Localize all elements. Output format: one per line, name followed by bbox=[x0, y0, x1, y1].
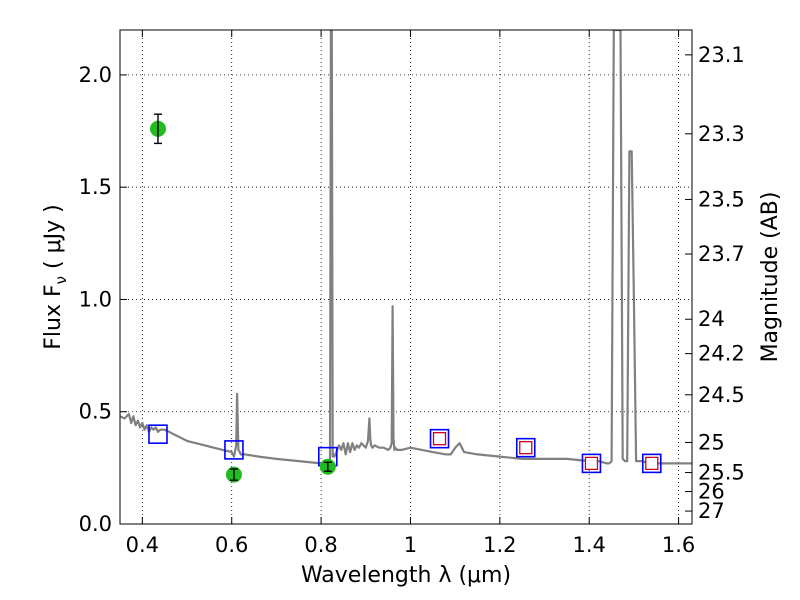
y-tick-label: 1.5 bbox=[79, 175, 112, 199]
x-tick-label: 0.4 bbox=[126, 533, 159, 557]
magnitude-tick-label: 23.7 bbox=[698, 242, 745, 266]
magnitude-tick-label: 26 bbox=[698, 480, 725, 504]
x-tick-label: 1.4 bbox=[573, 533, 606, 557]
magnitude-tick-label: 24 bbox=[698, 307, 725, 331]
model-point-inner bbox=[584, 456, 599, 471]
grid bbox=[120, 30, 692, 524]
magnitude-tick-label: 25 bbox=[698, 430, 725, 454]
y-tick-label: 0.5 bbox=[79, 400, 112, 424]
model-photometry-point bbox=[641, 453, 662, 474]
magnitude-tick-label: 25.5 bbox=[698, 461, 745, 485]
magnitude-tick-label: 24.5 bbox=[698, 383, 745, 407]
x-tick-label: 0.8 bbox=[304, 533, 337, 557]
x-tick-label: 0.6 bbox=[215, 533, 248, 557]
y-tick-label: 2.0 bbox=[79, 63, 112, 87]
model-photometry-point bbox=[429, 428, 450, 449]
y-tick-label: 0.0 bbox=[79, 512, 112, 536]
model-point-inner bbox=[432, 432, 447, 446]
magnitude-tick-label: 23.1 bbox=[698, 43, 745, 67]
x-axis: 0.4 0.6 0.8 1 1.2 1.4 1.6 bbox=[126, 30, 695, 557]
model-photometry-point bbox=[224, 440, 244, 460]
model-photometry-point bbox=[515, 437, 536, 458]
model-photometry-point bbox=[148, 424, 168, 444]
magnitude-axis-label: Magnitude (AB) bbox=[758, 192, 783, 363]
magnitude-tick-label: 27 bbox=[698, 499, 725, 523]
y-axis-label-subscript: ν bbox=[52, 276, 70, 284]
plot-frame bbox=[119, 29, 693, 525]
x-axis-label: Wavelength λ (μm) bbox=[301, 563, 511, 588]
y-axis-label: Flux Fν ( μJy ) bbox=[41, 204, 70, 349]
plot-area bbox=[120, 30, 692, 483]
magnitude-tick-label: 23.3 bbox=[698, 122, 745, 146]
model-point-inner bbox=[645, 456, 659, 471]
x-tick-label: 1.2 bbox=[483, 533, 516, 557]
y-tick-label: 1.0 bbox=[79, 287, 112, 311]
magnitude-tick-label: 23.5 bbox=[698, 187, 745, 211]
y-axis: 0.0 0.5 1.0 1.5 2.0 bbox=[79, 63, 127, 536]
y-axis-label-unit: ( μJy ) bbox=[41, 204, 66, 276]
x-tick-label: 1 bbox=[404, 533, 417, 557]
spectrum-line bbox=[120, 30, 692, 467]
x-tick-label: 1.6 bbox=[662, 533, 695, 557]
magnitude-tick-label: 24.2 bbox=[698, 342, 745, 366]
model-photometry-point bbox=[581, 453, 602, 474]
model-point-inner bbox=[519, 441, 533, 455]
